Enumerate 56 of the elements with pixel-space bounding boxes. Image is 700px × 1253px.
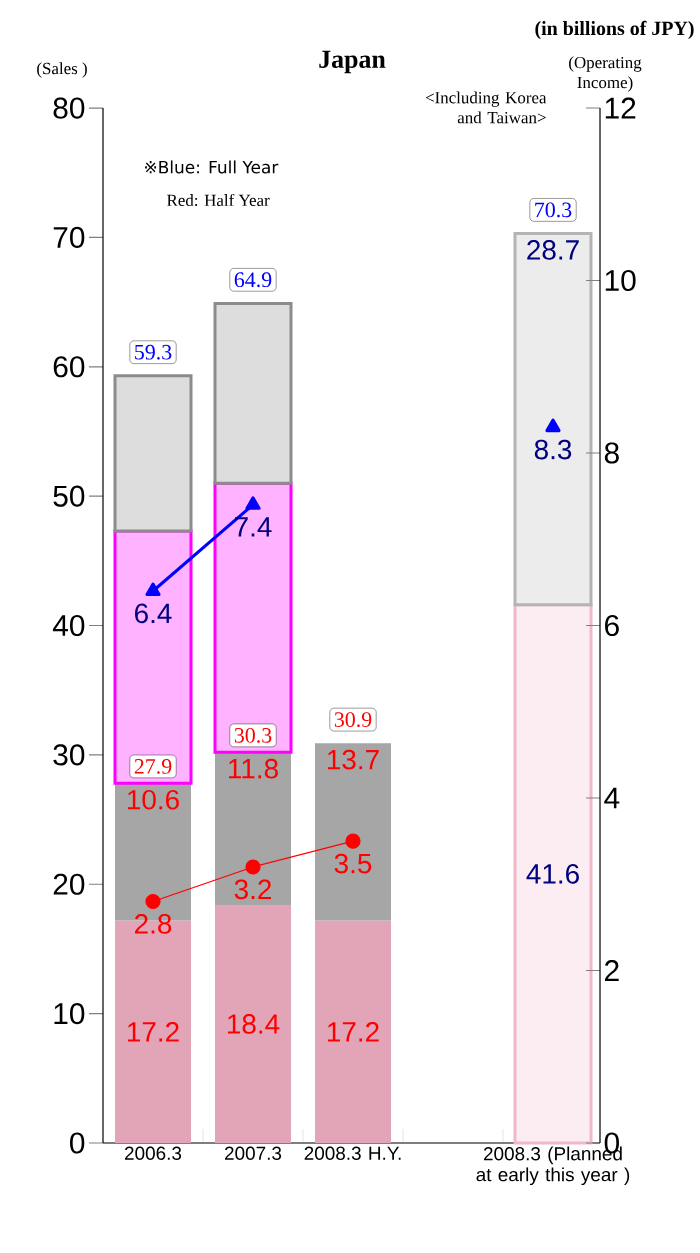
bar	[215, 904, 291, 1143]
bar	[113, 374, 193, 533]
y-tick-label: 80	[53, 97, 85, 119]
y-axis-title: (Sales )	[37, 62, 87, 78]
y-tick-label: 30	[53, 744, 85, 766]
data-label: 3.2	[234, 879, 271, 900]
annotation: 30.3	[234, 727, 272, 743]
y2-tick-label: 2	[605, 960, 619, 981]
data-label: 6.4	[135, 603, 172, 624]
y-tick-label: 70	[53, 226, 85, 248]
total-label: 30.9	[334, 712, 372, 728]
data-label: 28.7	[527, 240, 579, 260]
y2-tick-label: 10	[605, 269, 636, 292]
data-label: 10.6	[127, 789, 179, 810]
data-label: 3.5	[334, 853, 372, 874]
bar	[213, 301, 293, 485]
y-tick-label: 60	[53, 356, 85, 378]
y-tick-label: 20	[53, 873, 85, 895]
y2-tick-label: 6	[605, 614, 619, 637]
y-tick-label: 0	[70, 1132, 85, 1154]
data-label: 17.2	[127, 1022, 179, 1042]
y2-tick-label: 8	[604, 442, 619, 464]
bar	[315, 743, 391, 921]
total-label: 59.3	[135, 344, 172, 360]
point	[245, 859, 261, 875]
point	[145, 893, 161, 910]
data-label: 2.8	[135, 914, 172, 934]
total-label: 64.9	[234, 272, 272, 288]
y-tick-label: 10	[54, 1003, 85, 1025]
y2-tick-label: 12	[605, 97, 636, 119]
annotation: ※Blue: Full Year	[145, 160, 279, 174]
bar	[315, 920, 391, 1143]
x-tick-label: 2006.3	[125, 1146, 182, 1160]
data-label: 8.3	[534, 439, 572, 460]
annotation: Red: Half Year	[167, 193, 270, 207]
annotation: 27.9	[134, 759, 172, 774]
data-label: 7.4	[235, 517, 272, 537]
point	[245, 496, 261, 510]
text: (in billions of JPY)	[535, 20, 694, 40]
bar	[215, 752, 291, 905]
data-label: 41.6	[526, 864, 579, 884]
data-label: 17.2	[327, 1022, 379, 1042]
total-label: 70.3	[535, 202, 572, 218]
y-tick-label: 40	[52, 614, 85, 637]
chart-title: Japan	[319, 50, 386, 74]
chart-subtitle: <Including Korea and Taiwan>	[425, 91, 547, 124]
y-tick-label: 50	[53, 485, 85, 507]
y2-tick-label: 4	[604, 787, 620, 809]
x-tick-label: 2007.3	[225, 1146, 282, 1160]
data-label: 18.4	[227, 1014, 280, 1034]
point	[545, 418, 561, 433]
data-label: 11.8	[229, 758, 278, 779]
x-tick-label: 2008.3 H.Y.	[304, 1146, 401, 1160]
point	[345, 833, 361, 849]
y2-axis-title: (Operating Income)	[569, 56, 642, 92]
data-label: 13.7	[327, 749, 379, 770]
